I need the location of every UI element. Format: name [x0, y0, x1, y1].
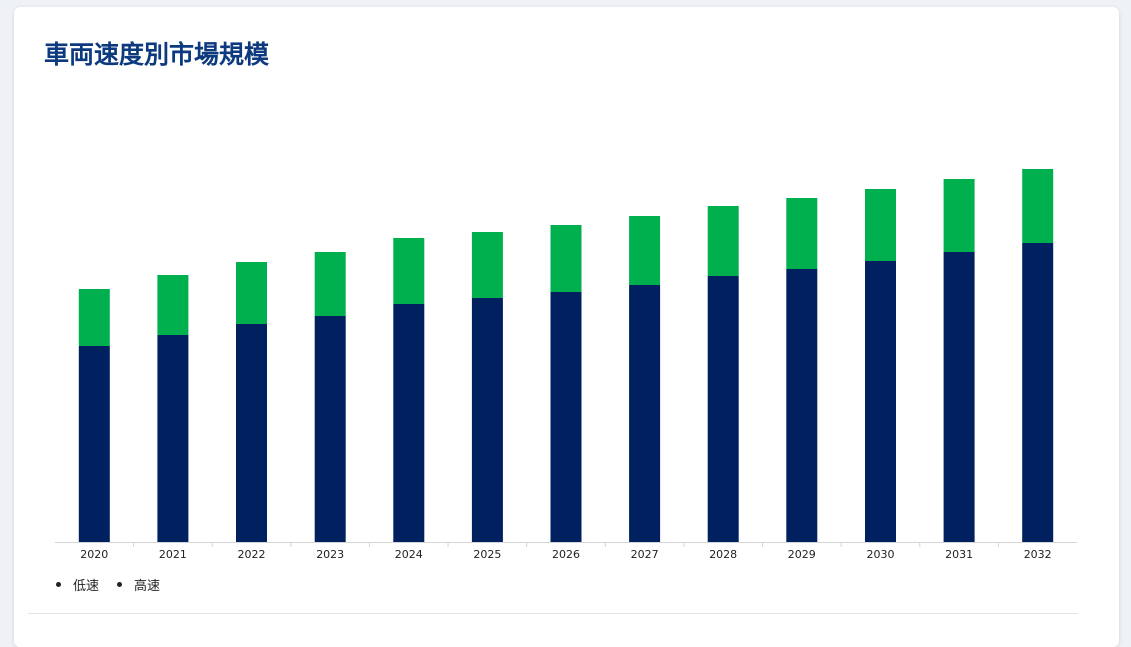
- bar-high-speed-2027[interactable]: [629, 216, 661, 285]
- bar-low-speed-2032[interactable]: [1022, 243, 1054, 542]
- chart-legend: 低速 高速: [56, 575, 160, 594]
- legend-label-high-speed: 高速: [134, 579, 161, 594]
- bar-low-speed-2029[interactable]: [786, 269, 818, 542]
- bar-low-speed-2028[interactable]: [707, 276, 739, 542]
- x-tick-label: 2022: [238, 548, 266, 561]
- legend-bullet-icon: [117, 582, 123, 587]
- bar-high-speed-2031[interactable]: [943, 179, 975, 252]
- x-tick-label: 2023: [316, 548, 344, 561]
- x-tick-label: 2026: [552, 548, 580, 561]
- x-tick-label: 2032: [1024, 548, 1052, 561]
- x-tick-label: 2031: [945, 548, 973, 561]
- bar-low-speed-2030[interactable]: [865, 261, 896, 542]
- bar-high-speed-2021[interactable]: [157, 275, 189, 335]
- bar-low-speed-2026[interactable]: [550, 292, 582, 542]
- x-tick-label: 2025: [473, 548, 501, 561]
- footer-divider: [28, 613, 1078, 614]
- x-tick-label: 2024: [395, 548, 423, 561]
- page-title: 車両速度別市場規模: [44, 40, 270, 69]
- bar-low-speed-2025[interactable]: [471, 298, 503, 542]
- bar-high-speed-2023[interactable]: [314, 252, 346, 316]
- bar-high-speed-2032[interactable]: [1022, 169, 1054, 243]
- bar-high-speed-2029[interactable]: [786, 198, 818, 269]
- bar-high-speed-2024[interactable]: [393, 238, 425, 304]
- legend-label-low-speed: 低速: [73, 579, 100, 594]
- bar-low-speed-2023[interactable]: [314, 316, 346, 542]
- bar-high-speed-2026[interactable]: [550, 225, 582, 292]
- x-tick-label: 2029: [788, 548, 816, 561]
- bar-high-speed-2025[interactable]: [471, 232, 503, 298]
- bar-low-speed-2024[interactable]: [393, 304, 425, 542]
- bar-low-speed-2027[interactable]: [629, 285, 661, 542]
- legend-item-high-speed[interactable]: 高速: [117, 575, 160, 594]
- x-tick-label: 2021: [159, 548, 187, 561]
- bar-low-speed-2031[interactable]: [943, 252, 975, 542]
- legend-item-low-speed[interactable]: 低速: [56, 575, 99, 594]
- x-tick-label: 2028: [709, 548, 737, 561]
- bar-high-speed-2030[interactable]: [865, 189, 896, 261]
- bar-low-speed-2022[interactable]: [236, 324, 267, 542]
- bar-chart: 2020 2021 2022 2023 2024 2025 2026 2027 2028 2029…: [55, 169, 1077, 561]
- x-tick-label: 2027: [631, 548, 659, 561]
- bar-low-speed-2020[interactable]: [78, 346, 110, 542]
- x-tick-label: 2020: [80, 548, 108, 561]
- legend-bullet-icon: [56, 582, 61, 587]
- bar-high-speed-2020[interactable]: [78, 289, 110, 346]
- bar-low-speed-2021[interactable]: [157, 335, 189, 542]
- bar-high-speed-2022[interactable]: [236, 262, 267, 324]
- bar-high-speed-2028[interactable]: [707, 206, 739, 276]
- x-tick-label: 2030: [867, 548, 895, 561]
